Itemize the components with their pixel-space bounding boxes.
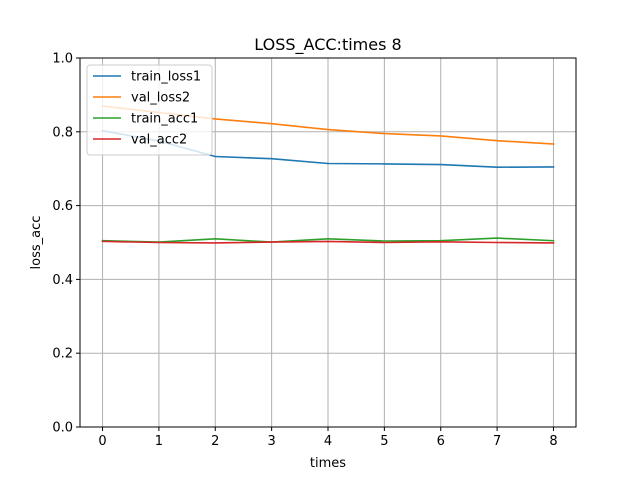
x-tick-label: 5 xyxy=(380,434,388,449)
x-tick-label: 8 xyxy=(549,434,557,449)
axis-ticks: 0 1 2 3 4 5 6 7 8 0.0 0.2 0.4 0.6 0.8 1.0 xyxy=(52,52,557,450)
legend-box xyxy=(86,64,213,156)
x-tick-label: 7 xyxy=(493,434,501,449)
legend-label: train_loss1 xyxy=(131,70,201,85)
y-tick-label: 0.4 xyxy=(52,273,73,288)
x-tick-label: 0 xyxy=(98,434,106,449)
legend: train_loss1 val_loss2 train_acc1 val_acc2 xyxy=(86,64,213,156)
chart-title: LOSS_ACC:times 8 xyxy=(254,35,401,55)
y-tick-label: 0.6 xyxy=(52,199,73,214)
y-tick-label: 0.0 xyxy=(52,421,73,436)
x-tick-label: 1 xyxy=(155,434,163,449)
series-line-train-acc1 xyxy=(101,237,555,243)
y-tick-label: 0.8 xyxy=(52,125,73,140)
x-tick-label: 2 xyxy=(211,434,219,449)
x-tick-label: 4 xyxy=(324,434,332,449)
y-axis-label: loss_acc xyxy=(29,216,44,270)
series-line-val-acc2 xyxy=(101,240,555,244)
legend-label: val_loss2 xyxy=(131,91,190,106)
x-tick-label: 3 xyxy=(267,434,275,449)
x-axis-label: times xyxy=(310,456,346,471)
y-tick-label: 0.2 xyxy=(52,347,73,362)
legend-label: val_acc2 xyxy=(131,133,187,148)
x-tick-label: 6 xyxy=(437,434,445,449)
legend-label: train_acc1 xyxy=(131,112,198,127)
y-tick-label: 1.0 xyxy=(52,52,73,67)
